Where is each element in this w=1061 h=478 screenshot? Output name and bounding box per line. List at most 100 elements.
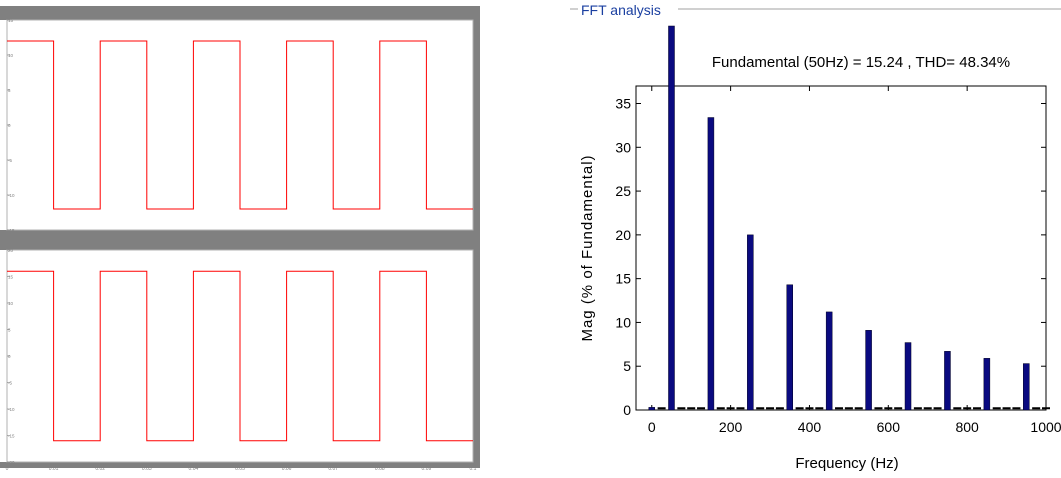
baseline-dash <box>835 407 844 410</box>
fft-baseline <box>657 407 1050 410</box>
baseline-dash <box>726 407 735 410</box>
plot-area <box>635 85 1047 411</box>
baseline-dash <box>775 407 784 410</box>
scope-y-tick-label: -15 <box>8 434 15 439</box>
x-axis-label: Frequency (Hz) <box>795 455 898 472</box>
fft-section-label: FFT analysis <box>581 2 661 18</box>
scope-y-tick-label: 5 <box>8 88 11 93</box>
scope-y-tick-label: -15 <box>8 228 15 233</box>
fft-bar <box>865 330 872 411</box>
scope-y-tick-label: -10 <box>8 407 15 412</box>
x-tick-label: 600 <box>877 419 901 435</box>
scope-y-tick-label: -10 <box>8 193 15 198</box>
y-tick-label: 0 <box>623 402 631 418</box>
fft-bar <box>747 234 754 411</box>
scope-x-tick-label: 0.08 <box>375 466 385 472</box>
baseline-dash <box>805 407 814 410</box>
scope-x-tick-label: 0.03 <box>142 466 152 472</box>
x-tick-label: 0 <box>648 419 656 435</box>
baseline-dash <box>677 407 686 410</box>
fft-bar <box>825 311 833 411</box>
scope-trace <box>7 40 473 210</box>
baseline-dash <box>657 407 666 410</box>
baseline-dash <box>815 407 824 410</box>
x-tick-label: 800 <box>955 419 979 435</box>
baseline-dash <box>1002 407 1011 410</box>
fft-bar <box>1023 363 1030 411</box>
baseline-dash <box>933 407 942 410</box>
fft-axes: 0 5 10 15 20 25 30 35 0 200 400 600 800 1000 <box>615 86 1061 435</box>
scope-y-tick-label: 20 <box>8 248 14 253</box>
x-tick-label: 200 <box>719 419 743 435</box>
baseline-dash <box>736 407 745 410</box>
fft-bar <box>786 284 793 411</box>
scope-trace <box>7 270 473 442</box>
scope-y-tick-label: 0 <box>8 354 11 359</box>
scope-right-bar <box>473 6 480 466</box>
scope-y-tick-label: -5 <box>8 381 12 386</box>
baseline-dash <box>687 407 696 410</box>
y-axis-label: Mag (% of Fundamental) <box>579 154 596 341</box>
scope-y-tick-label: 15 <box>8 275 14 280</box>
baseline-dash <box>716 407 725 410</box>
scope-display: 15 10 5 0 -5 -10 -15 20 15 10 5 0 -5 -10 -15 -20 0 0.01… <box>0 0 480 478</box>
scope-y-tick-label: 15 <box>8 18 14 23</box>
fft-bar <box>904 342 912 411</box>
fft-analysis-panel: FFT analysis Fundamental (50Hz) = 15.24 … <box>570 2 1061 472</box>
fft-bar <box>983 358 991 411</box>
baseline-dash <box>973 407 982 410</box>
scope-x-tick-label: 0.09 <box>422 466 432 472</box>
scope-y-tick-label: 10 <box>8 53 14 58</box>
baseline-dash <box>766 407 775 410</box>
chart-title: Fundamental (50Hz) = 15.24 , THD= 48.34% <box>712 54 1010 71</box>
baseline-dash <box>1012 407 1021 410</box>
baseline-dash <box>844 407 853 410</box>
baseline-dash <box>923 407 932 410</box>
y-tick-label: 5 <box>623 358 631 374</box>
scope-panel-top: 15 10 5 0 -5 -10 -15 <box>6 18 474 233</box>
baseline-dash <box>1042 407 1050 410</box>
scope-y-tick-label: 10 <box>8 301 14 306</box>
scope-y-tick-label: 0 <box>8 123 11 128</box>
scope-top-bar <box>0 6 480 20</box>
baseline-dash <box>884 407 893 410</box>
baseline-dash <box>992 407 1001 410</box>
baseline-dash <box>953 407 962 410</box>
scope-x-tick-label: 0.01 <box>49 466 59 472</box>
y-tick-label: 20 <box>615 227 631 243</box>
fft-bars <box>648 25 1030 411</box>
fft-bar <box>707 117 715 411</box>
baseline-dash <box>756 407 765 410</box>
baseline-dash <box>795 407 804 410</box>
fft-bar <box>668 25 675 411</box>
scope-x-tick-label: 0 <box>6 466 9 472</box>
y-tick-label: 35 <box>615 96 631 112</box>
y-tick-label: 15 <box>615 271 631 287</box>
baseline-dash <box>874 407 883 410</box>
baseline-dash <box>894 407 903 410</box>
scope-x-tick-label: 0.05 <box>235 466 245 472</box>
baseline-dash <box>963 407 972 410</box>
scope-x-tick-label: 0.02 <box>95 466 105 472</box>
scope-middle-bar <box>0 230 480 250</box>
fft-bar <box>944 351 951 411</box>
x-tick-label: 1000 <box>1030 419 1061 435</box>
y-tick-label: 25 <box>615 183 631 199</box>
scope-y-tick-label: -5 <box>8 158 12 163</box>
baseline-dash <box>1032 407 1041 410</box>
scope-y-tick-label: 5 <box>8 328 11 333</box>
scope-time-axis: 0 0.01 0.02 0.03 0.04 0.05 0.06 0.07 0.08 0.09 0.1 <box>6 466 477 472</box>
x-tick-label: 400 <box>798 419 822 435</box>
y-tick-label: 10 <box>615 314 631 330</box>
baseline-dash <box>913 407 922 410</box>
baseline-dash <box>697 407 706 410</box>
scope-x-tick-label: 0.1 <box>470 466 477 472</box>
scope-x-tick-label: 0.06 <box>282 466 292 472</box>
scope-x-tick-label: 0.07 <box>328 466 338 472</box>
fft-bar <box>648 407 656 411</box>
scope-panel-bottom: 20 15 10 5 0 -5 -10 -15 -20 <box>6 248 474 465</box>
scope-y-tick-label: -20 <box>8 460 15 465</box>
baseline-dash <box>854 407 863 410</box>
scope-x-tick-label: 0.04 <box>189 466 199 472</box>
scope-bottom-bar <box>0 462 480 468</box>
